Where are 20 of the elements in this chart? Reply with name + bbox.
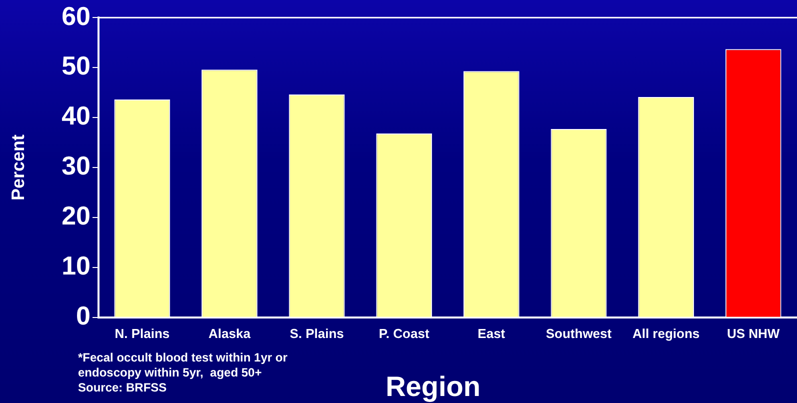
text: *Fecal occult blood test within 1yr or (78, 350, 288, 364)
x-tick-label: Alaska (208, 326, 252, 341)
text: endoscopy within 5yr, aged 50+ (78, 365, 262, 380)
x-tick-label: East (478, 326, 506, 341)
y-axis-title: Percent (8, 134, 28, 201)
x-tick-label: US NHW (726, 326, 780, 341)
y-tick-label: 20 (62, 200, 91, 231)
x-tick-label: All regions (632, 326, 700, 341)
y-tick-label: 30 (62, 150, 91, 181)
y-tick-label: 10 (62, 250, 91, 281)
x-axis-title: Region (386, 371, 480, 402)
y-tick-label: 0 (76, 300, 91, 331)
x-tick-label: N. Plains (114, 326, 170, 341)
y-tick-label: 50 (62, 50, 91, 81)
x-tick-label: Southwest (546, 326, 612, 341)
y-tick-label: 40 (62, 100, 91, 131)
x-tick-label: P. Coast (378, 326, 430, 341)
source-note: Source: BRFSS (78, 380, 167, 394)
y-tick-label: 60 (62, 0, 91, 31)
x-tick-label: S. Plains (290, 326, 344, 341)
